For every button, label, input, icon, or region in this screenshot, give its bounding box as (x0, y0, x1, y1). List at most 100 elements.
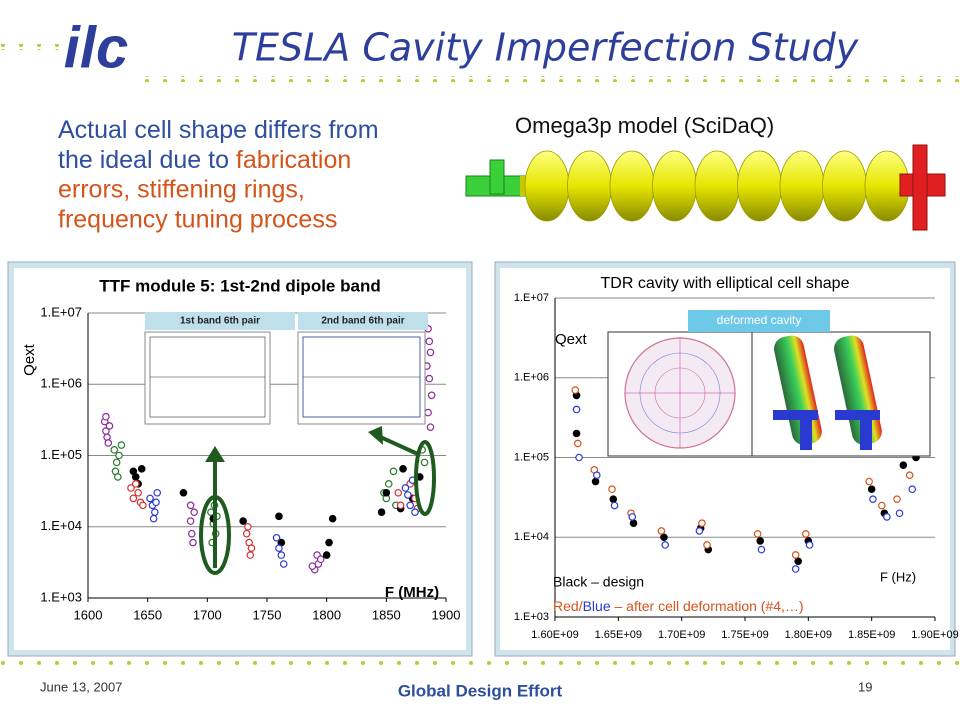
inset-label-bg (298, 312, 428, 330)
scatter-point (279, 560, 288, 568)
x-tick-label: 1.60E+09 (531, 629, 578, 641)
intro-text: fabrication (236, 146, 351, 174)
scatter-point (134, 488, 142, 497)
scatter-point (275, 544, 283, 552)
scatter-point (112, 458, 121, 467)
scatter-point (425, 337, 434, 346)
scatter-point (401, 484, 410, 492)
scatter-point (905, 471, 914, 479)
inset-plot (144, 331, 271, 425)
scatter-point (186, 517, 195, 525)
scatter-point (396, 501, 405, 510)
scatter-point (877, 501, 886, 510)
scatter-point (322, 551, 331, 559)
scatter-point (572, 429, 581, 438)
scatter-point (573, 439, 582, 448)
scatter-point (753, 530, 762, 538)
scatter-point (609, 495, 618, 503)
scatter-point (384, 480, 393, 488)
x-tick-label: 1700 (193, 607, 222, 622)
scatter-point (791, 551, 800, 559)
dots (0, 44, 60, 50)
intro-line: the ideal due to fabrication (58, 146, 351, 174)
insets: 1st band 6th pair 2nd band 6th pair (144, 312, 428, 425)
chart: TDR cavity with elliptical cell shape Qex… (514, 275, 959, 641)
scatter-point (399, 465, 407, 473)
x-axis-label: F (MHz) (385, 584, 439, 601)
scatter-point (661, 541, 670, 549)
scatter-point (867, 485, 876, 494)
scatter-point (610, 501, 619, 510)
scatter-point (426, 348, 435, 357)
cavity-cell (524, 150, 570, 222)
scatter-point (131, 480, 140, 488)
scatter-point (152, 498, 160, 507)
chart-title: TTF module 5: 1st-2nd dipole band (99, 276, 380, 295)
x-tick-label: 1800 (312, 607, 341, 622)
scatter-point (105, 422, 114, 430)
note-part: Blue (583, 598, 611, 614)
scatter-point (420, 458, 429, 467)
scatter-point (377, 508, 386, 517)
scatter-point (117, 441, 126, 449)
y-tick-label: 1.E+06 (514, 372, 549, 384)
scatter-point (424, 408, 432, 417)
cavity-cell (822, 150, 867, 222)
scatter-point (628, 513, 637, 521)
scatter-point (325, 538, 333, 547)
y-tick-label: 1.E+07 (40, 304, 82, 319)
scatter-point (426, 423, 435, 431)
intro-line: Actual cell shape differs from (58, 116, 379, 144)
scatter-point (411, 508, 419, 517)
scatter-point (149, 514, 158, 523)
note-part: / (579, 598, 583, 614)
scatter-point (794, 557, 803, 566)
x-tick-label: 1850 (372, 607, 401, 622)
scatter-point (275, 512, 283, 521)
x-axis-label: F (Hz) (880, 569, 916, 584)
scatter-point (592, 471, 601, 479)
inset-label: 2nd band 6th pair (321, 316, 404, 327)
note: Red/Blue – after cell deformation (#4,…) (553, 598, 804, 614)
inset-plot (297, 331, 426, 425)
scatter-point (308, 562, 317, 570)
inset-label: 1st band 6th pair (180, 316, 260, 327)
slide-title: TESLA Cavity Imperfection Study (232, 26, 859, 70)
dots (0, 660, 960, 666)
y-tick-label: 1.E+04 (40, 518, 82, 533)
cavity-cell (779, 150, 825, 222)
cavity-cell (567, 150, 612, 222)
intro-text: Actual cell shape differs from (58, 116, 379, 144)
x-tick-label: 1.85E+09 (848, 629, 895, 641)
scatter-point (698, 519, 706, 528)
x-tick-label: 1750 (253, 607, 282, 622)
scatter-point (188, 529, 196, 538)
y-axis-label: Qext (21, 343, 38, 376)
scatter-point (575, 453, 583, 462)
scatter-point (151, 508, 159, 517)
y-tick-label: 1.E+07 (514, 292, 549, 304)
scatter-point (629, 519, 638, 528)
scatter-point (115, 451, 123, 460)
deformation-inset: deformed cavity (607, 310, 931, 457)
model-caption: Omega3p model (SciDaQ) (515, 113, 774, 138)
scatter-point (153, 488, 162, 497)
note: Black – design (553, 574, 644, 590)
scatter-point (608, 485, 616, 494)
intro-text: errors, stiffening rings, (58, 176, 305, 204)
cavity-cell (652, 150, 697, 222)
scatter-point (893, 495, 901, 503)
scatter-point (146, 494, 154, 503)
footer-page: 19 (858, 679, 872, 694)
intro-text: frequency tuning process (58, 206, 337, 234)
scatter-point (127, 484, 135, 492)
y-tick-label: 1.E+03 (514, 611, 549, 623)
cavity-model (465, 144, 946, 231)
chart-title: TDR cavity with elliptical cell shape (601, 275, 850, 292)
scatter-point (757, 545, 766, 554)
scatter-point (389, 467, 398, 476)
y-tick-label: 1.E+04 (514, 531, 549, 543)
scatter-point (899, 461, 908, 470)
scatter-point (756, 537, 765, 545)
scatter-point (131, 473, 140, 481)
